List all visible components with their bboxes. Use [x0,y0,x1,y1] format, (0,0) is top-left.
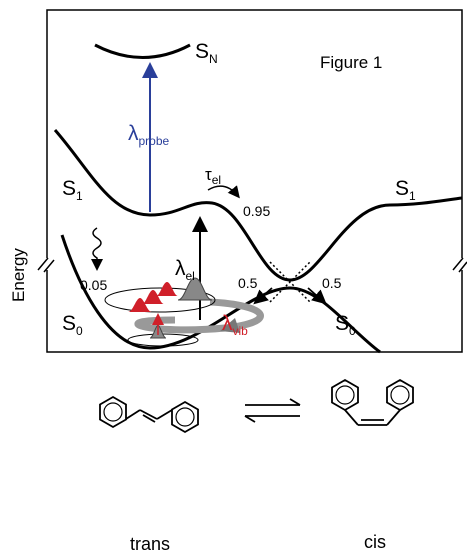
wavelength-label: λvib [222,312,248,338]
state-label: S1 [395,177,416,203]
ring-bond [104,403,122,421]
subscript: probe [139,134,170,148]
subscript: N [209,52,218,66]
yield-label: 0.5 [322,275,342,291]
axis-label: Energy [9,248,28,302]
state-label: SN [195,40,218,66]
molecule-label: trans [130,534,170,554]
symbol: S [195,40,209,63]
yield-label: 0.05 [80,277,107,293]
subscript: el [186,269,195,283]
sn-curve [95,45,190,58]
subscript: 0 [76,324,83,338]
subscript: 1 [76,189,83,203]
state-label: S0 [62,312,83,338]
branch-arrow [256,288,272,302]
state-label: S0 [335,312,356,338]
symbol: λ [222,312,233,335]
subscript: el [212,173,221,187]
state-label: S1 [62,177,83,203]
subscript: 0 [349,324,356,338]
ring-bond [391,386,409,404]
ring-bond [176,408,194,426]
symbol: λ [175,257,186,280]
s0-curve [62,235,380,352]
crossing [270,262,310,302]
subscript: 1 [409,189,416,203]
symbol: S [62,312,76,335]
symbol: λ [128,122,139,145]
tau-arrow [208,186,238,196]
wavelength-label: λprobe [128,122,170,148]
symbol: S [62,177,76,200]
axis-break [38,258,467,272]
figure-title: Figure 1 [320,53,382,72]
wavelength-label: λel [175,257,195,283]
molecule-label: cis [364,532,386,552]
tau-label: τel [205,165,221,187]
ring-bond [336,386,354,404]
subscript: vib [233,324,249,338]
molecules [100,380,413,432]
yield-label: 0.95 [243,203,270,219]
decay-arrow [93,228,101,268]
yield-label: 0.5 [238,275,258,291]
symbol: S [335,312,349,335]
figure: Energy SN S1 S1 S0 S0 Figure 1 λprobe λe… [0,0,467,558]
symbol: S [395,177,409,200]
